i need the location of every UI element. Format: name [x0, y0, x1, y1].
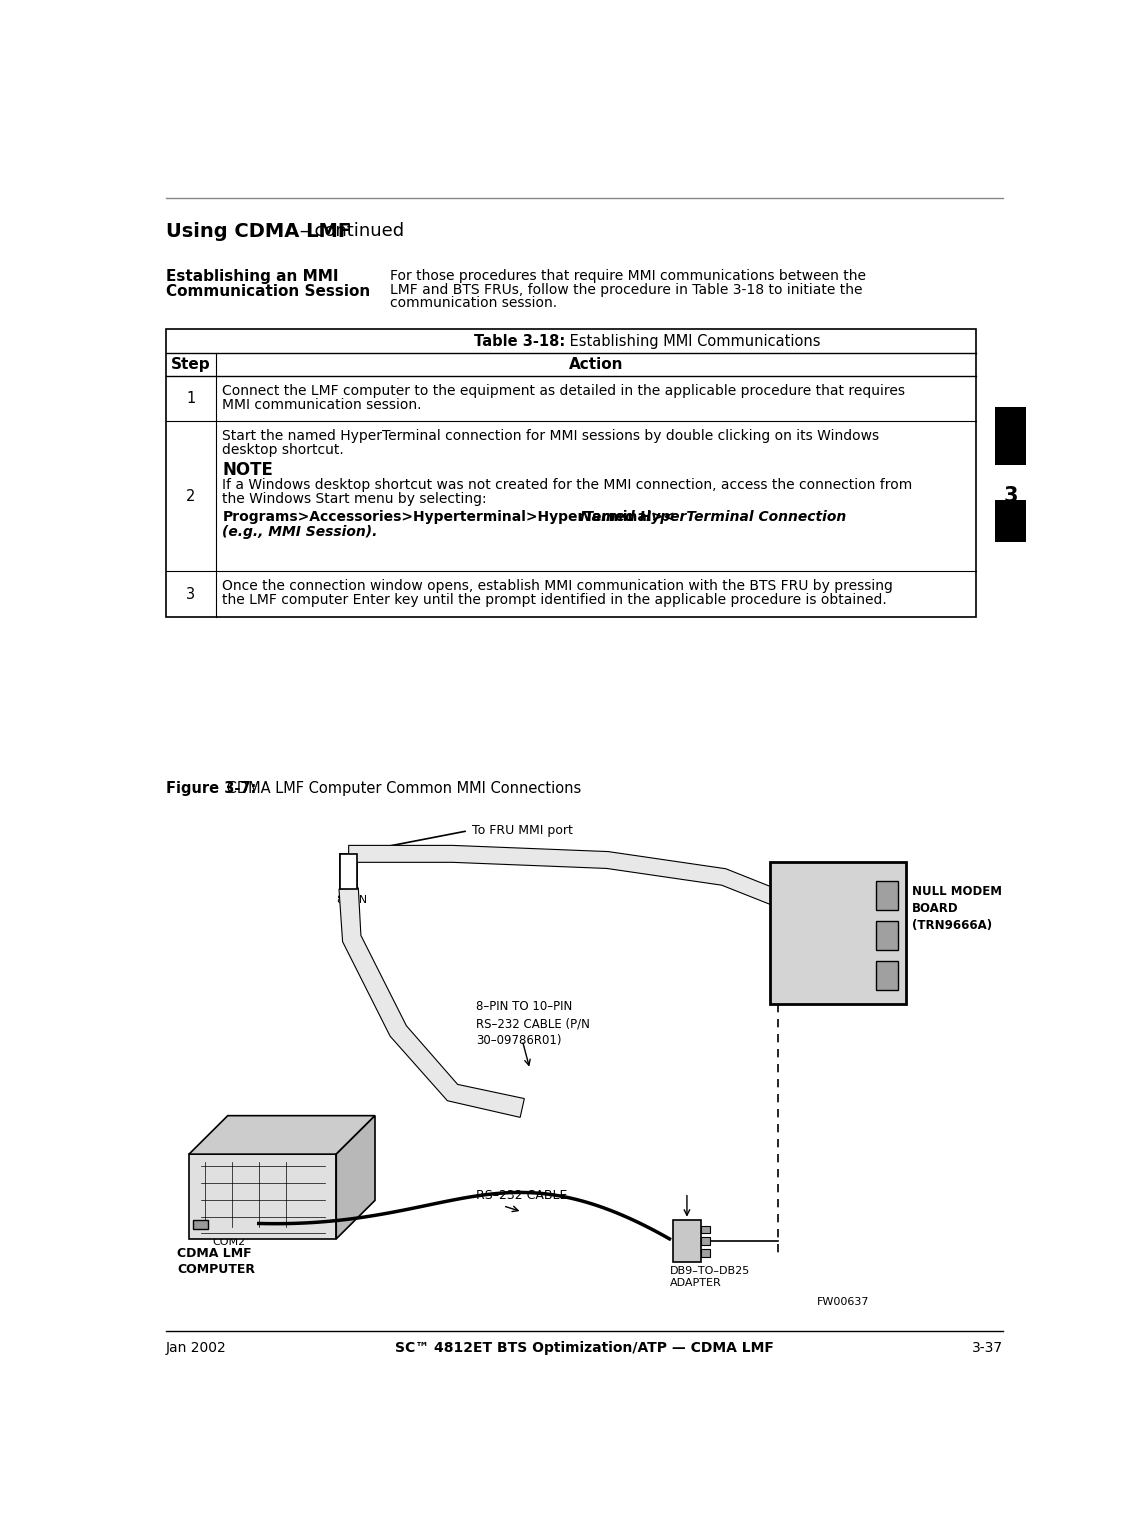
Text: Figure 3-7:: Figure 3-7: — [165, 780, 256, 796]
Bar — [340, 854, 357, 889]
Bar — [674, 1220, 700, 1262]
Bar — [700, 1237, 710, 1245]
Text: For those procedures that require MMI communications between the: For those procedures that require MMI co… — [391, 268, 866, 282]
Text: SC™ 4812ET BTS Optimization/ATP — CDMA LMF: SC™ 4812ET BTS Optimization/ATP — CDMA L… — [394, 1341, 774, 1355]
Text: communication session.: communication session. — [391, 296, 557, 310]
Bar — [340, 854, 357, 889]
Bar — [165, 328, 976, 618]
Text: Action: Action — [569, 357, 624, 373]
Text: Step: Step — [171, 357, 211, 373]
Text: 3: 3 — [186, 587, 195, 602]
Text: If a Windows desktop shortcut was not created for the MMI connection, access the: If a Windows desktop shortcut was not cr… — [222, 478, 913, 492]
Text: 2: 2 — [186, 489, 196, 504]
Text: Start the named HyperTerminal connection for MMI sessions by double clicking on : Start the named HyperTerminal connection… — [222, 429, 879, 443]
Polygon shape — [339, 888, 524, 1118]
Polygon shape — [349, 845, 831, 944]
Text: NULL MODEM
BOARD
(TRN9666A): NULL MODEM BOARD (TRN9666A) — [912, 885, 1002, 932]
Bar — [995, 408, 1026, 464]
Text: LMF and BTS FRUs, follow the procedure in Table 3-18 to initiate the: LMF and BTS FRUs, follow the procedure i… — [391, 282, 863, 296]
Polygon shape — [336, 1116, 375, 1239]
Text: Jan 2002: Jan 2002 — [165, 1341, 227, 1355]
Text: Using CDMA LMF: Using CDMA LMF — [165, 222, 351, 242]
Text: Table 3-18:: Table 3-18: — [473, 334, 565, 348]
Text: (e.g., MMI Session).: (e.g., MMI Session). — [222, 526, 377, 540]
Text: desktop shortcut.: desktop shortcut. — [222, 443, 344, 457]
Bar — [877, 881, 898, 911]
Text: the Windows Start menu by selecting:: the Windows Start menu by selecting: — [222, 492, 487, 506]
Text: Establishing MMI Communications: Establishing MMI Communications — [565, 334, 821, 348]
Bar — [877, 961, 898, 990]
Bar — [771, 862, 906, 1004]
Text: NOTE: NOTE — [222, 461, 274, 480]
Text: – continued: – continued — [294, 222, 405, 241]
Text: 8–PIN: 8–PIN — [336, 895, 367, 904]
Bar — [193, 1220, 209, 1229]
Text: Named HyperTerminal Connection: Named HyperTerminal Connection — [580, 509, 847, 524]
Text: Connect the LMF computer to the equipment as detailed in the applicable procedur: Connect the LMF computer to the equipmen… — [222, 385, 905, 399]
Text: COM1
  OR
COM2: COM1 OR COM2 — [212, 1214, 245, 1246]
Text: MMI communication session.: MMI communication session. — [222, 399, 422, 412]
Text: 3: 3 — [1003, 486, 1018, 506]
Text: the LMF computer Enter key until the prompt identified in the applicable procedu: the LMF computer Enter key until the pro… — [222, 593, 887, 607]
Bar — [877, 921, 898, 950]
Text: CDMA LMF
COMPUTER: CDMA LMF COMPUTER — [178, 1246, 255, 1275]
Text: 3-37: 3-37 — [971, 1341, 1003, 1355]
Bar — [700, 1249, 710, 1257]
Text: To FRU MMI port: To FRU MMI port — [472, 825, 572, 837]
Text: 1: 1 — [186, 391, 196, 406]
Bar — [995, 500, 1026, 543]
Text: Communication Session: Communication Session — [165, 284, 370, 299]
Text: DB9–TO–DB25
ADAPTER: DB9–TO–DB25 ADAPTER — [669, 1266, 750, 1288]
Text: FW00637: FW00637 — [816, 1297, 870, 1306]
Text: Programs>Accessories>Hyperterminal>HyperTerminal><: Programs>Accessories>Hyperterminal>Hyper… — [222, 509, 675, 524]
Polygon shape — [189, 1116, 375, 1154]
Text: Once the connection window opens, establish MMI communication with the BTS FRU b: Once the connection window opens, establ… — [222, 579, 894, 593]
Text: CDMA LMF Computer Common MMI Connections: CDMA LMF Computer Common MMI Connections — [222, 780, 581, 796]
Text: RS–232 CABLE: RS–232 CABLE — [475, 1188, 567, 1202]
Bar — [700, 1226, 710, 1234]
Text: Establishing an MMI: Establishing an MMI — [165, 268, 339, 284]
Polygon shape — [189, 1154, 336, 1239]
Text: 8–PIN TO 10–PIN
RS–232 CABLE (P/N
30–09786R01): 8–PIN TO 10–PIN RS–232 CABLE (P/N 30–097… — [475, 1000, 589, 1047]
